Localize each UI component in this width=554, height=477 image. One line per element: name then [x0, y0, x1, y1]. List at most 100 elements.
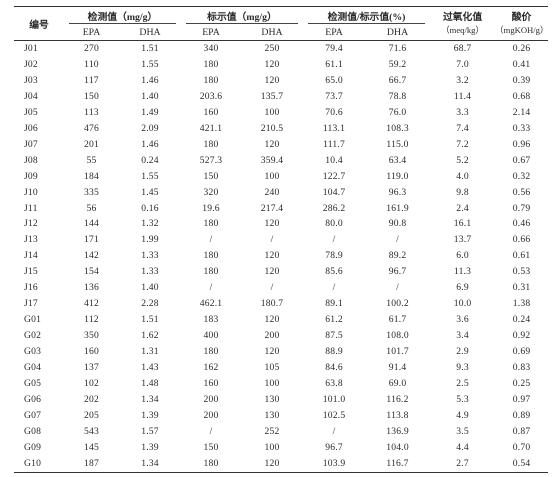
cell-peroxide-value: 9.3	[456, 362, 469, 374]
cell-acid-value: 0.68	[512, 90, 531, 102]
table-row: J14 142 1.33 180 120 78.9 89.2 6.0 0.61	[14, 248, 548, 264]
cell-labeled-epa: 180	[203, 218, 219, 230]
cell-peroxide-value: 4.4	[456, 441, 469, 453]
cell-labeled-epa: 180	[203, 250, 219, 262]
cell-measured-dha: 1.39	[141, 409, 159, 421]
cell-labeled-epa: /	[209, 425, 213, 437]
header-peroxide-line1: 过氧化值	[442, 11, 483, 23]
cell-labeled-epa: /	[209, 282, 213, 294]
header-peroxide: 过氧化值 （meq/kg）	[430, 6, 496, 41]
cell-ratio-dha: 91.4	[388, 362, 407, 374]
cell-acid-value: 0.56	[512, 186, 531, 198]
cell-sample-id: J07	[24, 138, 38, 150]
cell-measured-epa: 270	[84, 43, 99, 54]
cell-acid-value: 0.87	[512, 425, 531, 437]
cell-labeled-dha: 200	[264, 330, 280, 342]
cell-labeled-epa: 400	[203, 330, 219, 342]
cell-labeled-epa: 200	[203, 409, 219, 421]
cell-peroxide-value: 6.0	[456, 250, 469, 262]
cell-measured-epa: 145	[84, 441, 99, 453]
cell-ratio-dha: 108.0	[386, 330, 409, 342]
cell-ratio-epa: 78.9	[325, 250, 343, 262]
cell-labeled-epa: 203.6	[199, 90, 223, 102]
cell-measured-epa: 110	[84, 58, 99, 70]
cell-ratio-epa: 84.6	[325, 362, 343, 374]
cell-peroxide-value: 3.2	[456, 74, 469, 86]
cell-ratio-dha: 66.7	[388, 74, 407, 86]
cell-labeled-epa: 527.3	[199, 154, 223, 166]
cell-ratio-epa: 65.0	[325, 74, 343, 86]
cell-labeled-dha: 180.7	[260, 298, 284, 310]
cell-acid-value: 0.32	[512, 170, 531, 182]
cell-labeled-dha: 240	[264, 186, 280, 198]
cell-sample-id: J09	[24, 170, 38, 182]
cell-ratio-dha: 116.2	[386, 393, 409, 405]
cell-acid-value: 0.97	[512, 393, 531, 405]
cell-measured-dha: 1.39	[141, 441, 159, 453]
header-acid-line1: 酸价	[511, 11, 532, 23]
cell-acid-value: 0.41	[512, 58, 531, 70]
cell-labeled-dha: 250	[264, 43, 280, 54]
table-row: J04 150 1.40 203.6 135.7 73.7 78.8 11.4 0.68	[14, 89, 548, 105]
cell-ratio-epa: 80.0	[325, 218, 343, 230]
table-row: J06 476 2.09 421.1 210.5 113.1 108.3 7.4 0.33	[14, 121, 548, 137]
cell-sample-id: J10	[24, 186, 38, 198]
cell-measured-epa: 55	[86, 154, 97, 166]
cell-measured-dha: 1.43	[141, 362, 159, 374]
header-ratio-dha: DHA	[365, 24, 431, 41]
cell-ratio-epa: 96.7	[325, 441, 343, 453]
header-id: 编号	[14, 6, 64, 41]
cell-measured-epa: 112	[84, 314, 99, 326]
cell-labeled-epa: /	[209, 234, 213, 246]
cell-measured-dha: 1.32	[141, 218, 159, 230]
cell-ratio-dha: 100.2	[386, 298, 409, 310]
header-ratio: 检测值/标示值(%)	[303, 6, 431, 24]
cell-measured-dha: 1.31	[141, 346, 159, 358]
cell-sample-id: J08	[24, 154, 38, 166]
cell-acid-value: 1.38	[512, 298, 531, 310]
cell-labeled-dha: 252	[264, 425, 280, 437]
cell-sample-id: J02	[24, 58, 38, 70]
cell-sample-id: J01	[24, 43, 38, 54]
cell-labeled-epa: 160	[203, 106, 219, 118]
cell-ratio-epa: 111.7	[323, 138, 345, 150]
cell-acid-value: 0.46	[512, 218, 531, 230]
cell-labeled-epa: 200	[203, 393, 219, 405]
cell-ratio-epa: /	[332, 234, 336, 246]
cell-peroxide-value: 6.9	[456, 282, 469, 294]
cell-measured-dha: 1.34	[141, 393, 159, 405]
cell-labeled-dha: 120	[264, 218, 280, 230]
cell-peroxide-value: 3.5	[456, 425, 469, 437]
cell-ratio-epa: /	[332, 282, 336, 294]
cell-labeled-dha: 100	[264, 441, 280, 453]
table-row: G10 187 1.34 180 120 103.9 116.7 2.7 0.54	[14, 455, 549, 473]
omega3-test-results-table: 编号 检测值（mg/g） 标示值（mg/g） 检测值/标示值(%) 过氧化值 （…	[14, 6, 549, 473]
cell-labeled-dha: /	[270, 282, 274, 294]
cell-labeled-dha: 100	[264, 378, 280, 390]
cell-measured-epa: 137	[84, 362, 99, 374]
cell-labeled-epa: 421.1	[199, 122, 223, 134]
cell-sample-id: G09	[24, 441, 42, 453]
cell-ratio-dha: 96.7	[388, 266, 407, 278]
cell-ratio-dha: 108.3	[386, 122, 409, 134]
cell-measured-dha: 1.55	[141, 170, 159, 182]
cell-ratio-dha: 59.2	[388, 58, 407, 70]
cell-ratio-epa: 103.9	[303, 455, 366, 473]
cell-sample-id: G07	[24, 409, 42, 421]
cell-peroxide-value: 2.7	[430, 455, 496, 473]
cell-ratio-epa: 89.1	[325, 298, 343, 310]
table-row: G03 160 1.31 180 120 88.9 101.7 2.9 0.69	[14, 344, 548, 360]
cell-measured-epa: 171	[84, 234, 99, 246]
table-row: G06 202 1.34 200 130 101.0 116.2 5.3 0.97	[14, 392, 548, 408]
cell-measured-dha: 1.46	[141, 74, 159, 86]
table-row: G04 137 1.43 162 105 84.6 91.4 9.3 0.83	[14, 360, 548, 376]
table-row: J16 136 1.40 / / / / 6.9 0.31	[14, 280, 548, 296]
cell-acid-value: 0.61	[512, 250, 531, 262]
cell-ratio-dha: 78.8	[388, 90, 407, 102]
cell-labeled-dha: 105	[264, 362, 280, 374]
cell-measured-epa: 543	[84, 425, 99, 437]
cell-sample-id: G06	[24, 393, 42, 405]
header-acid-line2: （mgKOH/g）	[495, 24, 549, 35]
cell-measured-dha: 2.09	[141, 122, 159, 134]
table-row: J01 270 1.51 340 250 79.4 71.6 68.7 0.26	[14, 41, 548, 57]
